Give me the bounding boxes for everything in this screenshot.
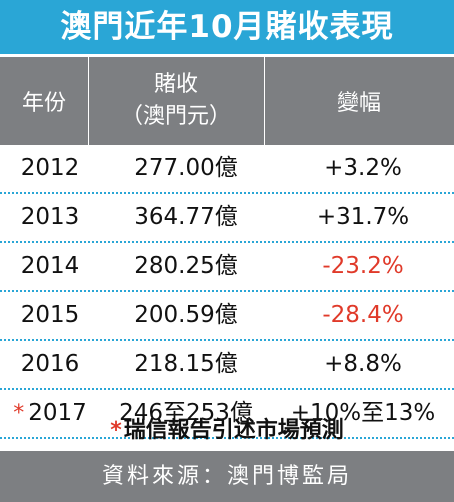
cell-revenue: 277.00億 [134,155,238,181]
asterisk-icon: * [110,418,122,443]
table-row: 2015 200.59億 -28.4% [0,292,454,341]
table-header: 年份 賭收 （澳門元） 變幅 [0,57,454,145]
cell-year: 2015 [20,302,80,328]
cell-year: 2012 [20,155,80,181]
table-row: * 2017 246至253億 +10%至13% [0,390,454,439]
header-year-label: 年份 [21,91,66,116]
cell-year: * 2017 [0,390,100,437]
table-row: 2016 218.15億 +8.8% [0,341,454,390]
table-row: 2012 277.00億 +3.2% [0,145,454,194]
table-body: 2012 277.00億 +3.2% 2013 364.77億 +31.7% 2… [0,145,454,439]
cell-revenue: 218.15億 [134,351,238,377]
header-year: 年份 [0,57,88,145]
header-revenue: 賭收 （澳門元） [88,57,264,145]
header-divider [88,57,89,145]
cell-change: +3.2% [324,155,402,181]
cell-change-negative: -28.4% [322,302,404,328]
cell-change: +31.7% [316,204,410,230]
cell-year: 2016 [20,351,80,377]
cell-revenue: 246至253億 [119,400,253,426]
table-row: 2014 280.25億 -23.2% [0,243,454,292]
source-credit: 資料來源：澳門博監局 [0,451,454,502]
cell-revenue: 200.59億 [134,302,238,328]
cell-revenue: 280.25億 [134,253,238,279]
cell-revenue: 364.77億 [134,204,238,230]
footnote: *瑞信報告引述市場預測 [0,413,454,449]
header-revenue-label: 賭收 [153,72,198,97]
asterisk-icon: * [13,401,25,426]
header-divider [264,57,265,145]
header-change-label: 變幅 [336,91,381,116]
cell-change: +8.8% [324,351,402,377]
table-title: 澳門近年10月賭收表現 [0,0,454,54]
header-change: 變幅 [264,57,454,145]
footnote-text: 瑞信報告引述市場預測 [123,418,344,443]
table-row: 2013 364.77億 +31.7% [0,194,454,243]
cell-change-negative: -23.2% [322,253,404,279]
cell-year-value: 2017 [28,400,87,426]
header-revenue-unit: （澳門元） [120,104,231,129]
cell-change: +10%至13% [290,400,436,426]
cell-year: 2014 [20,253,80,279]
cell-year: 2013 [20,204,80,230]
